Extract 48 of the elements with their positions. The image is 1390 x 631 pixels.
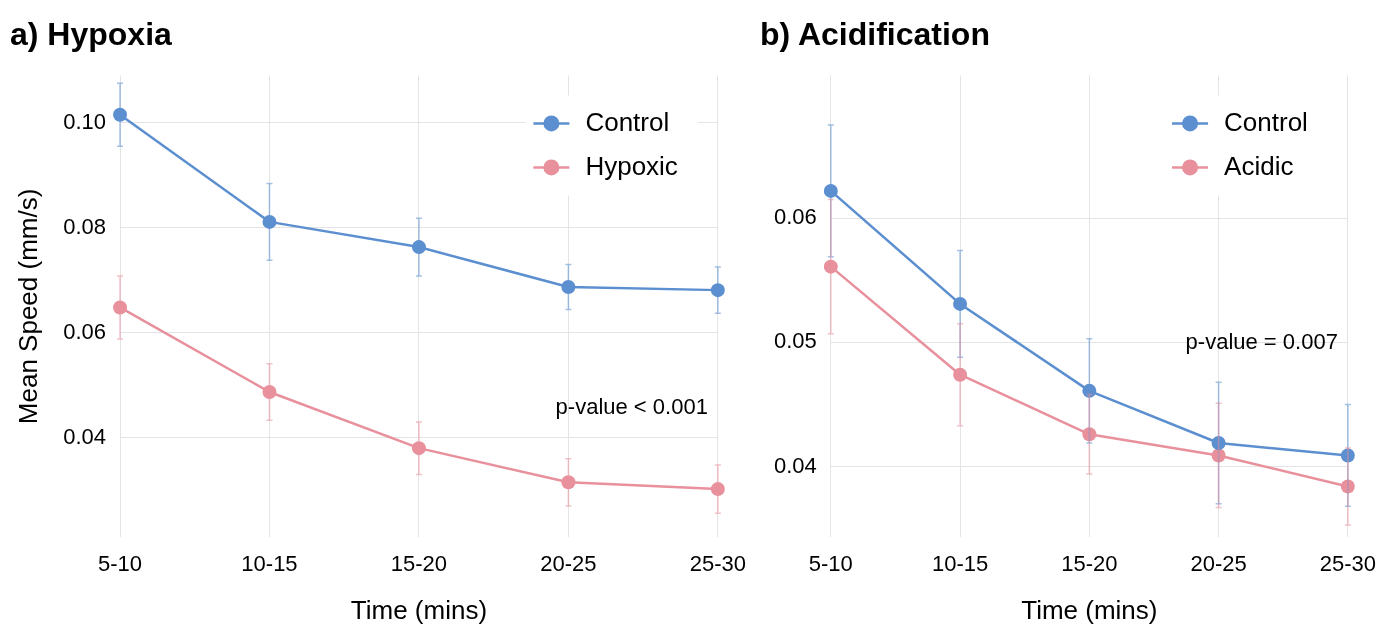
x-tick-label: 15-20 xyxy=(1061,550,1118,576)
point xyxy=(113,107,128,122)
annotation: p-value = 0.007 xyxy=(1185,329,1338,355)
y-tick-label: 0.06 xyxy=(773,204,817,230)
point xyxy=(262,384,277,399)
point xyxy=(710,482,725,497)
point xyxy=(1211,436,1226,451)
point xyxy=(411,441,426,456)
y-axis-title: Mean Speed (mm/s) xyxy=(12,188,43,425)
legend-label: Control xyxy=(1224,106,1308,137)
point xyxy=(561,279,576,294)
x-tick-label: 10-15 xyxy=(241,550,298,576)
annotation: p-value < 0.001 xyxy=(555,394,708,420)
chart-title: b) Acidification xyxy=(760,16,990,53)
x-tick-label: 25-30 xyxy=(1319,550,1377,576)
point xyxy=(411,240,426,255)
x-axis-title: Time (mins) xyxy=(1021,594,1158,625)
legend-label: Acidic xyxy=(1224,150,1294,181)
x-tick-label: 5-10 xyxy=(97,550,143,576)
chart-title: a) Hypoxia xyxy=(10,16,173,53)
legend-label: Hypoxic xyxy=(585,150,678,181)
y-tick-label: 0.04 xyxy=(773,452,817,478)
x-axis-title: Time (mins) xyxy=(350,594,488,625)
x-tick-label: 20-25 xyxy=(540,550,597,576)
point xyxy=(262,214,277,229)
point xyxy=(113,300,128,315)
y-tick-label: 0.10 xyxy=(63,108,107,134)
x-tick-label: 10-15 xyxy=(931,550,989,576)
point xyxy=(823,183,838,198)
x-tick-label: 20-25 xyxy=(1190,550,1247,576)
point xyxy=(953,367,968,382)
y-tick-label: 0.08 xyxy=(63,213,107,239)
point xyxy=(710,283,725,298)
point xyxy=(1340,479,1355,494)
point xyxy=(1082,383,1097,398)
point xyxy=(1211,448,1226,463)
point xyxy=(953,296,968,311)
point xyxy=(1340,448,1355,463)
legend-label: Control xyxy=(585,106,670,137)
point xyxy=(561,475,576,490)
x-tick-label: 5-10 xyxy=(808,550,853,576)
y-tick-label: 0.04 xyxy=(63,423,107,449)
y-tick-label: 0.06 xyxy=(63,318,107,344)
y-tick-label: 0.05 xyxy=(773,328,817,354)
point xyxy=(1082,427,1097,442)
x-tick-label: 25-30 xyxy=(689,550,747,576)
x-tick-label: 15-20 xyxy=(390,550,448,576)
point xyxy=(823,259,838,274)
